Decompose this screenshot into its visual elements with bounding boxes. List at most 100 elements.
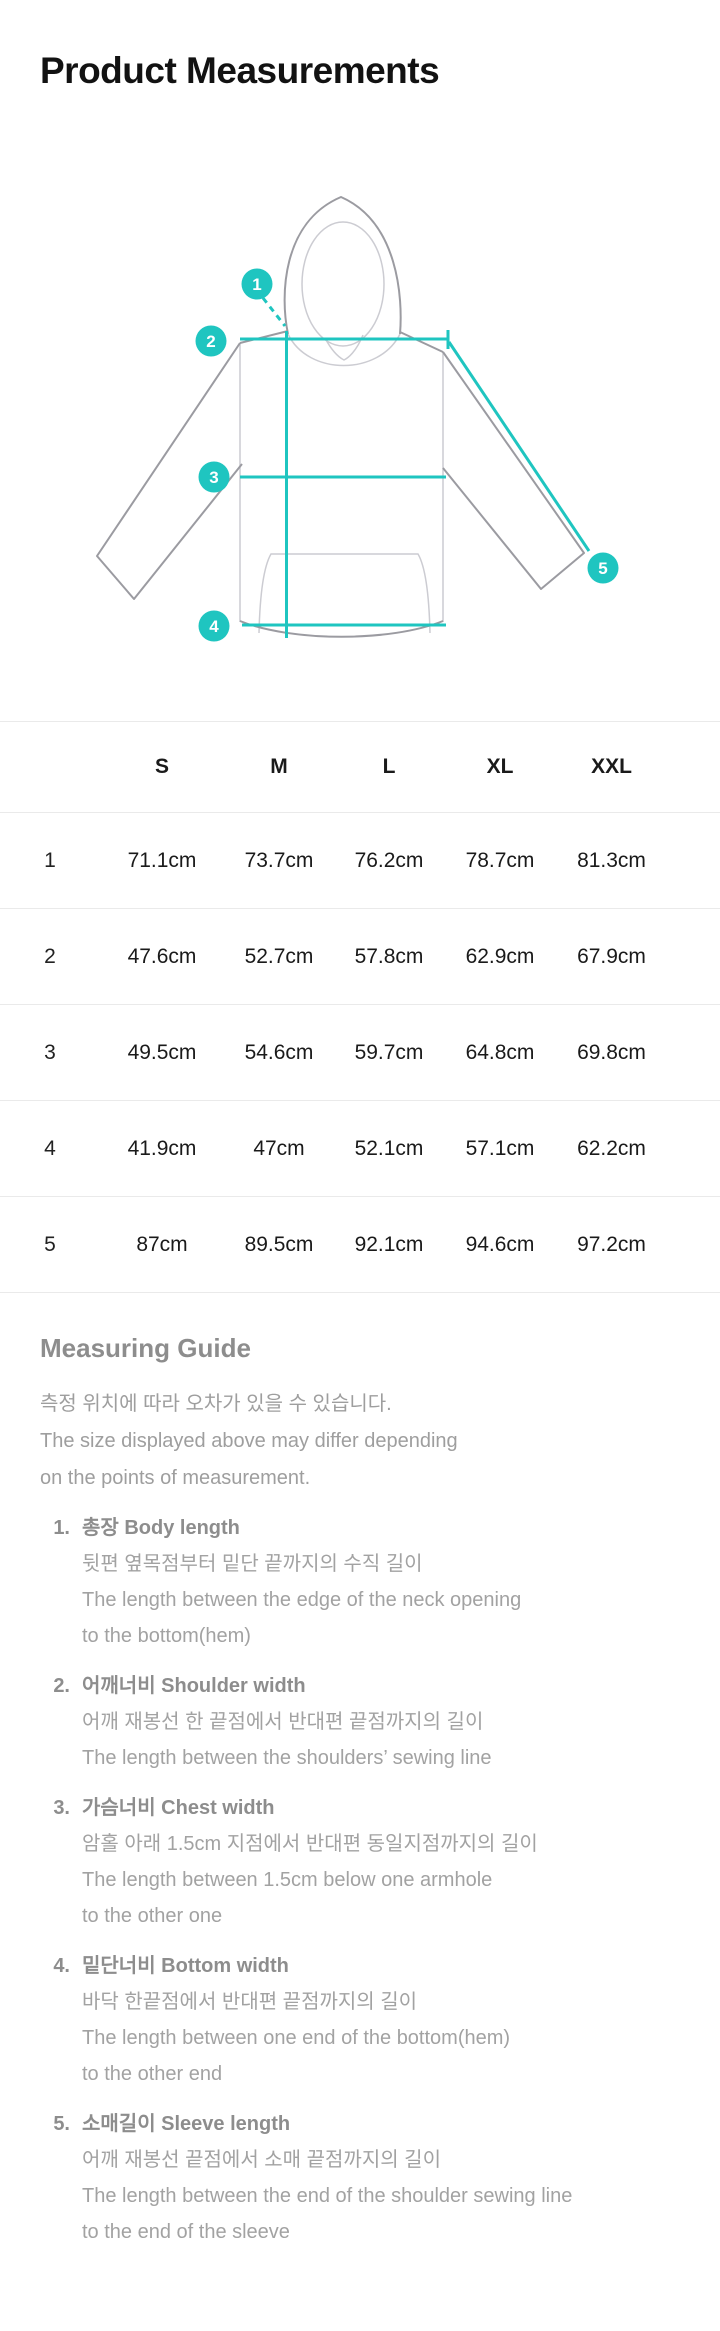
marker-5-circle — [587, 552, 619, 584]
list-item: 5. 소매길이 Sleeve length 어깨 재봉선 끝점에서 소매 끝점까… — [40, 2106, 680, 2250]
cell-value: 73.7cm — [244, 848, 314, 872]
table-row: 4 41.9cm 47cm 52.1cm 57.1cm 62.2cm — [0, 1101, 720, 1197]
marker-4-circle — [198, 610, 230, 642]
cell-value: 62.2cm — [577, 1136, 646, 1160]
row-label: 5 — [44, 1232, 56, 1256]
item-desc-line: The length between the edge of the neck … — [82, 1589, 522, 1611]
item-desc-line: 어깨 재봉선 한 끝점에서 반대편 끝점까지의 길이 — [82, 1711, 484, 1733]
neck-v-line — [324, 334, 364, 361]
cell-value: 52.7cm — [244, 944, 314, 968]
row-label: 1 — [44, 848, 56, 872]
page-title: Product Measurements — [40, 50, 440, 91]
item-desc-line: The length between the shoulders’ sewing… — [82, 1747, 492, 1769]
kangaroo-pocket-line — [258, 553, 431, 634]
left-sleeve-outline — [96, 342, 243, 600]
table-row: 5 87cm 89.5cm 92.1cm 94.6cm 97.2cm — [0, 1197, 720, 1293]
item-desc-line: to the end of the sleeve — [82, 2221, 290, 2243]
intro-line: The size displayed above may differ depe… — [40, 1430, 458, 1452]
marker-2-label: 2 — [206, 332, 215, 351]
item-desc-line: to the other end — [82, 2063, 223, 2085]
measuring-guide-intro: 측정 위치에 따라 오차가 있을 수 있습니다. The size displa… — [40, 1386, 680, 1497]
cell-value: 81.3cm — [577, 848, 646, 872]
cell-value: 76.2cm — [354, 848, 424, 872]
column-header-l: L — [382, 755, 396, 778]
item-desc-line: 뒷편 옆목점부터 밑단 끝까지의 수직 길이 — [82, 1553, 423, 1575]
spacer-cell — [667, 722, 720, 813]
size-table: S M L XL XXL 1 71.1cm 73.7cm 76.2cm 78.7… — [0, 721, 720, 1293]
hood-opening-line — [301, 221, 385, 347]
item-number: 3. — [53, 1797, 70, 1819]
marker-4-label: 4 — [209, 617, 219, 636]
item-desc-line: The length between the end of the should… — [82, 2185, 573, 2207]
intro-line: 측정 위치에 따라 오차가 있을 수 있습니다. — [40, 1393, 392, 1415]
item-desc-line: 바닥 한끝점에서 반대편 끝점까지의 길이 — [82, 1991, 418, 2013]
item-title: 총장 Body length — [82, 1517, 240, 1539]
sleeve-length-line — [447, 341, 591, 552]
column-header-m: M — [270, 755, 288, 778]
row-label: 2 — [44, 944, 56, 968]
item-desc-line: 암홀 아래 1.5cm 지점에서 반대편 동일지점까지의 길이 — [82, 1833, 538, 1855]
measurement-lines — [240, 297, 591, 638]
shoulder-lines — [239, 330, 444, 353]
cell-value: 92.1cm — [354, 1232, 424, 1256]
marker-3-label: 3 — [209, 468, 218, 487]
cell-value: 94.6cm — [465, 1232, 535, 1256]
size-table-corner-cell — [0, 722, 100, 813]
measuring-guide-section: Measuring Guide 측정 위치에 따라 오차가 있을 수 있습니다.… — [40, 1332, 680, 2264]
cell-value: 69.8cm — [577, 1040, 646, 1064]
cell-value: 52.1cm — [354, 1136, 424, 1160]
cell-value: 59.7cm — [354, 1040, 424, 1064]
hood-drape-line — [287, 333, 401, 367]
cell-value: 89.5cm — [244, 1232, 314, 1256]
hem-line — [239, 620, 444, 638]
cell-value: 78.7cm — [465, 848, 535, 872]
marker-3-circle — [198, 461, 230, 493]
list-item: 4. 밑단너비 Bottom width 바닥 한끝점에서 반대편 끝점까지의 … — [40, 1948, 680, 2092]
measurement-markers: 1 2 3 4 5 — [195, 268, 619, 642]
row-label: 3 — [44, 1040, 56, 1064]
table-row: 3 49.5cm 54.6cm 59.7cm 64.8cm 69.8cm — [0, 1005, 720, 1101]
item-desc-line: to the bottom(hem) — [82, 1625, 251, 1647]
item-desc-line: to the other one — [82, 1905, 223, 1927]
table-row: 1 71.1cm 73.7cm 76.2cm 78.7cm 81.3cm — [0, 813, 720, 909]
item-title: 밑단너비 Bottom width — [82, 1955, 289, 1977]
item-number: 5. — [53, 2113, 70, 2135]
hoodie-measurement-diagram: 1 2 3 4 5 — [0, 130, 720, 690]
column-header-s: S — [154, 755, 169, 778]
hoodie-detail-lines — [239, 221, 444, 634]
marker-2-circle — [195, 325, 227, 357]
cell-value: 49.5cm — [127, 1040, 197, 1064]
item-number: 4. — [53, 1955, 70, 1977]
item-title: 소매길이 Sleeve length — [82, 2113, 291, 2135]
hood-outline — [283, 196, 402, 335]
cell-value: 57.8cm — [354, 944, 424, 968]
column-header-xxl: XXL — [591, 755, 632, 778]
item-title: 가슴너비 Chest width — [82, 1797, 275, 1819]
cell-value: 71.1cm — [127, 848, 197, 872]
cell-value: 54.6cm — [244, 1040, 314, 1064]
item-number: 1. — [53, 1517, 70, 1539]
cell-value: 97.2cm — [577, 1232, 646, 1256]
right-sleeve-outline — [442, 351, 585, 590]
item-number: 2. — [53, 1675, 70, 1697]
cell-value: 57.1cm — [465, 1136, 535, 1160]
column-header-xl: XL — [486, 755, 514, 778]
cell-value: 47.6cm — [127, 944, 197, 968]
item-desc-line: The length between 1.5cm below one armho… — [82, 1869, 493, 1891]
marker-5-label: 5 — [598, 559, 607, 578]
marker-1-circle — [241, 268, 273, 300]
marker1-pointer-line — [261, 297, 287, 327]
row-label: 4 — [44, 1136, 56, 1160]
list-item: 3. 가슴너비 Chest width 암홀 아래 1.5cm 지점에서 반대편… — [40, 1790, 680, 1934]
item-desc-line: 어깨 재봉선 끝점에서 소매 끝점까지의 길이 — [82, 2149, 441, 2171]
measuring-guide-list: 1. 총장 Body length 뒷편 옆목점부터 밑단 끝까지의 수직 길이… — [40, 1510, 680, 2250]
item-desc-line: The length between one end of the bottom… — [82, 2027, 511, 2049]
cell-value: 41.9cm — [127, 1136, 197, 1160]
cell-value: 47cm — [253, 1136, 305, 1160]
list-item: 1. 총장 Body length 뒷편 옆목점부터 밑단 끝까지의 수직 길이… — [40, 1510, 680, 1654]
cell-value: 62.9cm — [465, 944, 535, 968]
item-title: 어깨너비 Shoulder width — [82, 1675, 306, 1697]
table-row: 2 47.6cm 52.7cm 57.8cm 62.9cm 67.9cm — [0, 909, 720, 1005]
hoodie-diagram-svg: 1 2 3 4 5 — [96, 196, 619, 642]
